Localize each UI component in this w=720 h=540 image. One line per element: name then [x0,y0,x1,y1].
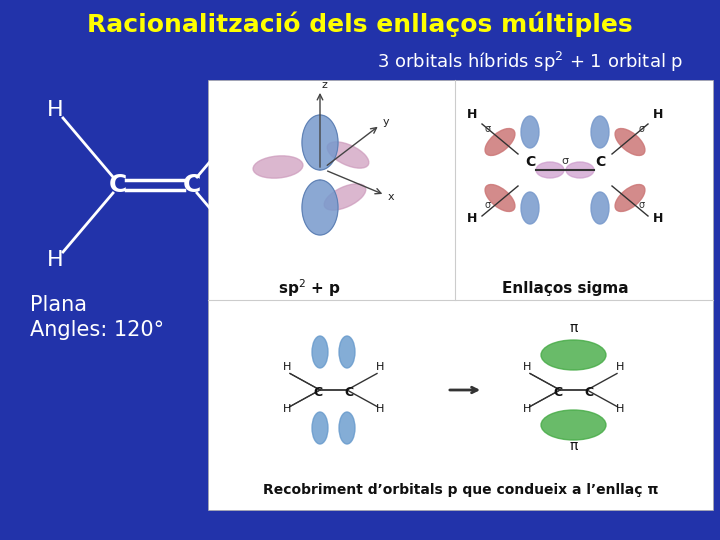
Text: Angles: 120°: Angles: 120° [30,320,164,340]
Ellipse shape [521,116,539,148]
Ellipse shape [312,412,328,444]
Text: π: π [570,439,577,453]
Text: y: y [383,117,390,127]
Text: H: H [376,362,384,373]
Ellipse shape [591,116,609,148]
Ellipse shape [591,192,609,224]
Ellipse shape [485,129,515,156]
Ellipse shape [615,129,645,156]
Text: H: H [616,362,624,373]
Text: Racionalització dels enllaços múltiples: Racionalització dels enllaços múltiples [87,11,633,37]
Text: H: H [653,212,663,225]
Text: π: π [570,321,577,335]
Text: C: C [525,155,535,169]
Text: H: H [47,250,63,270]
Text: z: z [322,80,328,90]
Ellipse shape [339,336,355,368]
Text: H: H [653,108,663,121]
Text: σ: σ [485,124,491,134]
Text: H: H [283,403,291,414]
Ellipse shape [485,185,515,212]
Text: sp$^2$ + p: sp$^2$ + p [279,277,341,299]
Polygon shape [302,115,338,170]
Text: H: H [467,212,477,225]
Text: σ: σ [639,200,645,210]
Text: C: C [109,173,127,197]
Ellipse shape [521,192,539,224]
Text: C: C [344,386,354,399]
Ellipse shape [339,412,355,444]
Text: Recobriment d’orbitals p que condueix a l’enllaç π: Recobriment d’orbitals p que condueix a … [263,483,658,497]
Ellipse shape [253,156,303,178]
Ellipse shape [536,162,564,178]
Text: C: C [585,386,593,399]
Text: H: H [467,108,477,121]
Text: σ: σ [485,200,491,210]
Bar [208,80,713,510]
Text: Plana: Plana [30,295,87,315]
Text: H: H [247,250,264,270]
Ellipse shape [312,336,328,368]
Text: 3 orbitals híbrids sp$^2$ + 1 orbital p: 3 orbitals híbrids sp$^2$ + 1 orbital p [377,50,683,74]
Text: x: x [388,192,395,202]
Ellipse shape [615,185,645,212]
Text: C: C [183,173,201,197]
Ellipse shape [327,142,369,168]
Text: σ: σ [639,124,645,134]
Text: C: C [554,386,562,399]
Text: H: H [47,100,63,120]
Text: H: H [523,362,531,373]
Text: H: H [616,403,624,414]
Text: C: C [595,155,605,169]
Text: σ: σ [562,156,569,166]
Text: H: H [376,403,384,414]
Ellipse shape [566,162,594,178]
Text: H: H [247,100,264,120]
Ellipse shape [324,184,366,210]
Text: H: H [283,362,291,373]
Text: Enllaços sigma: Enllaços sigma [502,280,629,295]
Text: H: H [523,403,531,414]
Ellipse shape [541,410,606,440]
Text: C: C [313,386,323,399]
Polygon shape [302,180,338,235]
Ellipse shape [541,340,606,370]
